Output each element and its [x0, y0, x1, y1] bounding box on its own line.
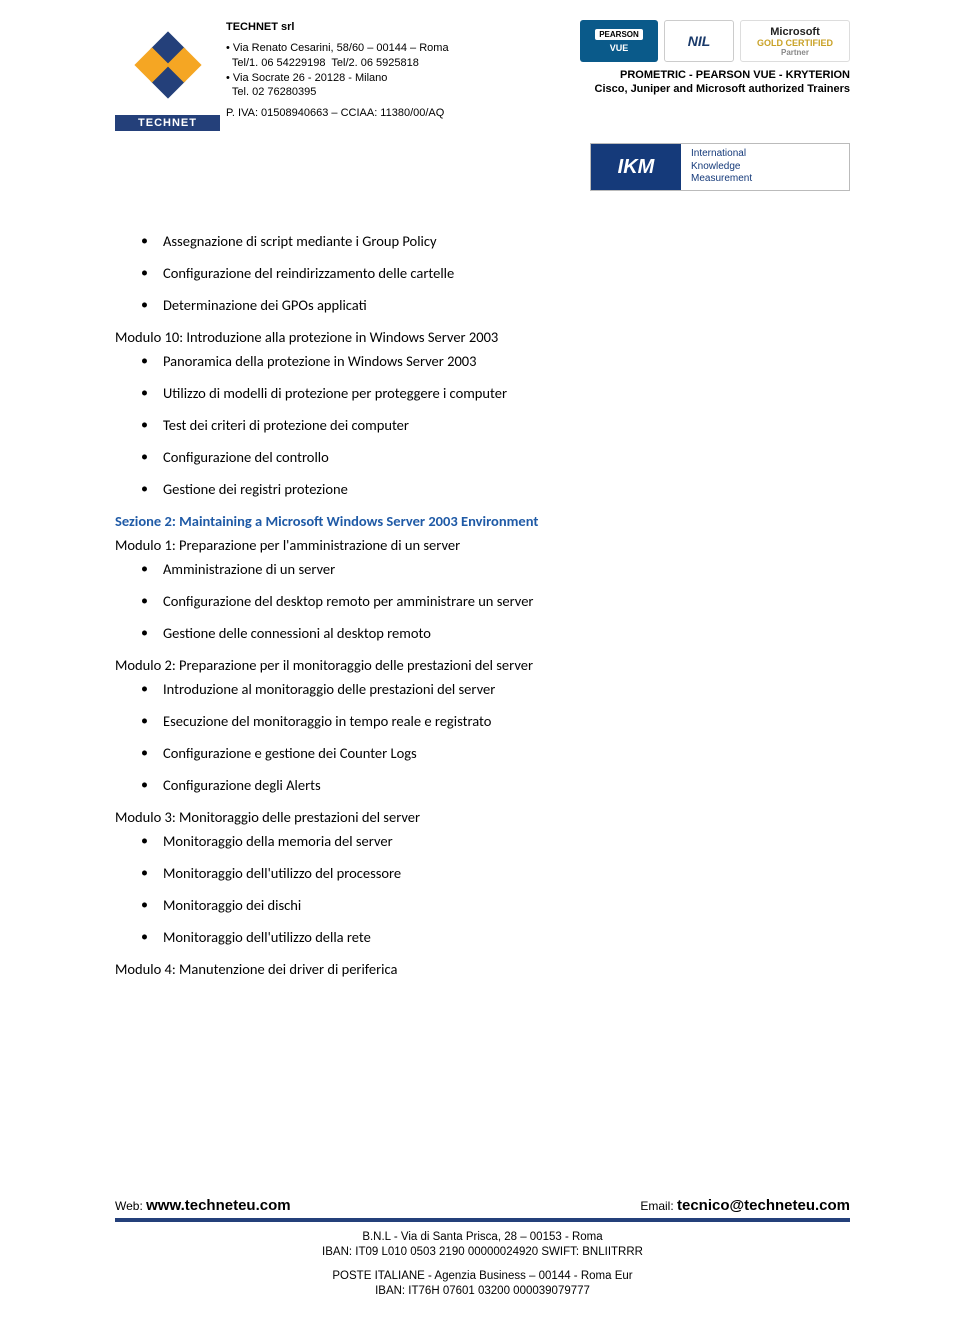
- bullet-item: Test dei criteri di protezione dei compu…: [163, 415, 850, 435]
- badge-pearson: PEARSON VUE: [580, 20, 658, 62]
- bullet-item: Configurazione del reindirizzamento dell…: [163, 263, 850, 283]
- bullet-list: Assegnazione di script mediante i Group …: [115, 231, 850, 315]
- bullet-item: Esecuzione del monitoraggio in tempo rea…: [163, 711, 850, 731]
- bullet-item: Monitoraggio della memoria del server: [163, 831, 850, 851]
- bullet-item: Configurazione del controllo: [163, 447, 850, 467]
- module-title: Modulo 4: Manutenzione dei driver di per…: [115, 959, 850, 979]
- subheading-line: Cisco, Juniper and Microsoft authorized …: [580, 82, 850, 96]
- module-title: Modulo 10: Introduzione alla protezione …: [115, 327, 850, 347]
- company-info: TECHNET srl • Via Renato Cesarini, 58/60…: [226, 20, 476, 121]
- section-title: Sezione 2: Maintaining a Microsoft Windo…: [115, 511, 850, 531]
- bullet-item: Gestione dei registri protezione: [163, 479, 850, 499]
- bullet-item: Determinazione dei GPOs applicati: [163, 295, 850, 315]
- footer-divider: [115, 1218, 850, 1222]
- badge-nil: NIL: [664, 20, 734, 62]
- logo-text: TECHNET: [115, 115, 220, 131]
- bullet-list: Panoramica della protezione in Windows S…: [115, 351, 850, 499]
- bullet-item: Assegnazione di script mediante i Group …: [163, 231, 850, 251]
- module-title: Modulo 3: Monitoraggio delle prestazioni…: [115, 807, 850, 827]
- company-name: TECHNET srl: [226, 20, 476, 35]
- ikm-text: International Knowledge Measurement: [681, 148, 752, 186]
- tel-line: Tel. 02 76280395: [226, 85, 476, 100]
- partner-badges: PEARSON VUE NIL Microsoft GOLD CERTIFIED…: [580, 20, 850, 62]
- badge-microsoft: Microsoft GOLD CERTIFIED Partner: [740, 20, 850, 62]
- bullet-item: Configurazione del desktop remoto per am…: [163, 591, 850, 611]
- content: Assegnazione di script mediante i Group …: [115, 231, 850, 979]
- subheading-line: PROMETRIC - PEARSON VUE - KRYTERION: [580, 68, 850, 82]
- bullet-list: Introduzione al monitoraggio delle prest…: [115, 679, 850, 795]
- bank-block: B.N.L - Via di Santa Prisca, 28 – 00153 …: [115, 1230, 850, 1261]
- piva-line: P. IVA: 01508940663 – CCIAA: 11380/00/AQ: [226, 106, 476, 121]
- bullet-item: Panoramica della protezione in Windows S…: [163, 351, 850, 371]
- ikm-badge: IKM International Knowledge Measurement: [590, 143, 850, 191]
- bullet-item: Configurazione e gestione dei Counter Lo…: [163, 743, 850, 763]
- header: TECHNET TECHNET srl • Via Renato Cesarin…: [115, 20, 850, 135]
- bullet-item: Monitoraggio dei dischi: [163, 895, 850, 915]
- email-link[interactable]: Email: tecnico@techneteu.com: [640, 1197, 850, 1214]
- module-title: Modulo 2: Preparazione per il monitoragg…: [115, 655, 850, 675]
- tel-line: Tel/1. 06 54229198 Tel/2. 06 5925818: [226, 56, 476, 71]
- bullet-item: Monitoraggio dell'utilizzo del processor…: [163, 863, 850, 883]
- bullet-item: Configurazione degli Alerts: [163, 775, 850, 795]
- ikm-row: IKM International Knowledge Measurement: [115, 143, 850, 191]
- module-title: Modulo 1: Preparazione per l'amministraz…: [115, 535, 850, 555]
- address-line: • Via Renato Cesarini, 58/60 – 00144 – R…: [226, 41, 476, 56]
- ikm-logo: IKM: [591, 144, 681, 190]
- header-right: PEARSON VUE NIL Microsoft GOLD CERTIFIED…: [580, 20, 850, 97]
- bullet-list: Amministrazione di un server Configurazio…: [115, 559, 850, 643]
- web-link[interactable]: Web: www.techneteu.com: [115, 1197, 291, 1214]
- bullet-item: Utilizzo di modelli di protezione per pr…: [163, 383, 850, 403]
- bullet-item: Monitoraggio dell'utilizzo della rete: [163, 927, 850, 947]
- footer: Web: www.techneteu.com Email: tecnico@te…: [115, 1197, 850, 1308]
- bullet-list: Monitoraggio della memoria del server Mon…: [115, 831, 850, 947]
- address-line: • Via Socrate 26 - 20128 - Milano: [226, 71, 476, 86]
- bullet-item: Introduzione al monitoraggio delle prest…: [163, 679, 850, 699]
- bullet-item: Gestione delle connessioni al desktop re…: [163, 623, 850, 643]
- poste-block: POSTE ITALIANE - Agenzia Business – 0014…: [115, 1269, 850, 1300]
- company-logo: TECHNET: [115, 20, 220, 135]
- bullet-item: Amministrazione di un server: [163, 559, 850, 579]
